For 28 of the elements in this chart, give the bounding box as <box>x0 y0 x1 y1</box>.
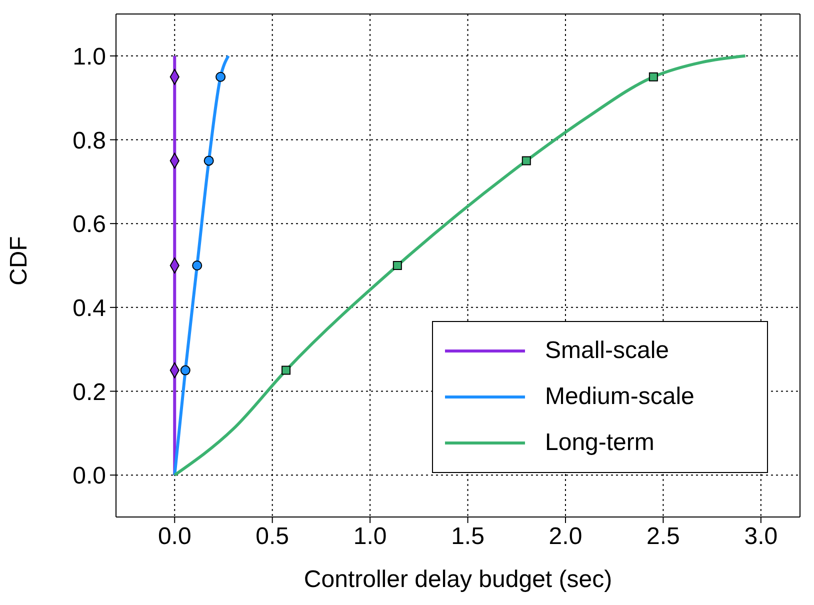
x-tick-label: 2.5 <box>646 523 680 550</box>
point <box>392 261 402 270</box>
y-tick-label: 0.6 <box>72 211 106 238</box>
point <box>648 72 658 82</box>
y-tick-label: 0.8 <box>72 127 106 154</box>
x-tick-label: 1.5 <box>451 523 484 550</box>
y-tick-label: 0.0 <box>72 462 106 490</box>
y-tick-label: 0.4 <box>72 294 106 322</box>
point <box>282 366 291 375</box>
x-tick-label: 1.0 <box>353 523 387 550</box>
point <box>192 260 202 271</box>
x-tick-label: 0.5 <box>256 523 290 550</box>
y-tick-label: 0.2 <box>72 378 106 406</box>
legend-label: Small-scale <box>545 337 670 365</box>
x-axis-title: Controller delay budget (sec) <box>304 566 612 593</box>
x-tick-label: 2.0 <box>548 523 582 550</box>
point <box>522 156 531 166</box>
point <box>180 365 190 376</box>
x-tick-label: 0.0 <box>158 523 192 550</box>
y-axis-title: CDF <box>6 236 33 286</box>
legend-label: Long-term <box>545 429 654 457</box>
x-tick-label: 3.0 <box>744 523 778 550</box>
point <box>216 72 226 82</box>
y-tick-label: 1.0 <box>72 43 106 70</box>
line-series <box>173 54 230 477</box>
legend-label: Medium-scale <box>545 383 694 411</box>
line-series <box>173 54 747 477</box>
point <box>204 156 214 166</box>
